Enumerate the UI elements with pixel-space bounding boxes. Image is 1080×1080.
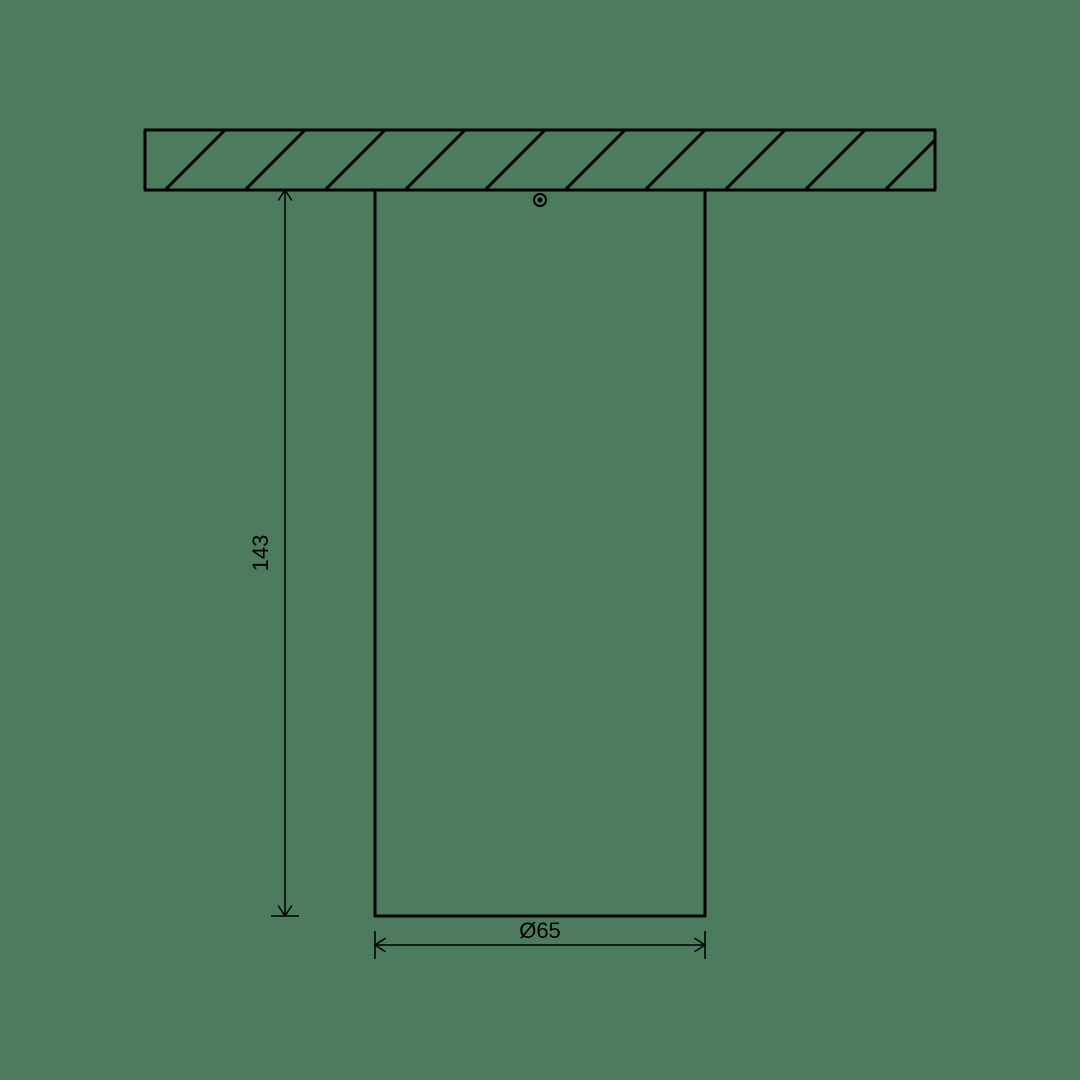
dimension-height-label: 143 [248,535,273,572]
dimension-diameter-label: Ø65 [519,918,561,943]
